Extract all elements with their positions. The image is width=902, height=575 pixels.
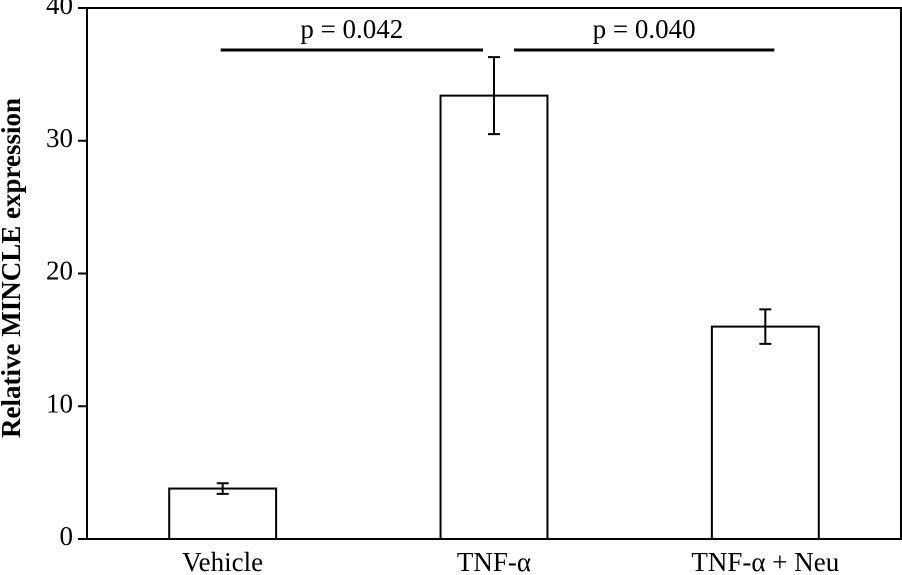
significance-label: p = 0.042	[300, 14, 403, 44]
bar	[168, 487, 278, 540]
y-axis-label: Relative MINCLE expression	[0, 98, 26, 438]
y-tick-label: 0	[60, 521, 74, 551]
y-tick-label: 30	[46, 123, 73, 153]
bar	[710, 325, 820, 540]
y-tick-label: 20	[46, 256, 73, 286]
y-tick-label: 10	[46, 388, 73, 418]
error-bar	[488, 56, 500, 136]
x-tick-label: TNF-α	[457, 547, 531, 575]
significance-label: p = 0.040	[593, 14, 696, 44]
x-tick-label: TNF-α + Neu	[691, 547, 839, 575]
error-bar	[216, 482, 229, 495]
x-tick-label: Vehicle	[182, 547, 263, 575]
error-bar	[759, 308, 772, 345]
bar	[439, 94, 549, 541]
y-tick-label: 40	[46, 0, 73, 20]
